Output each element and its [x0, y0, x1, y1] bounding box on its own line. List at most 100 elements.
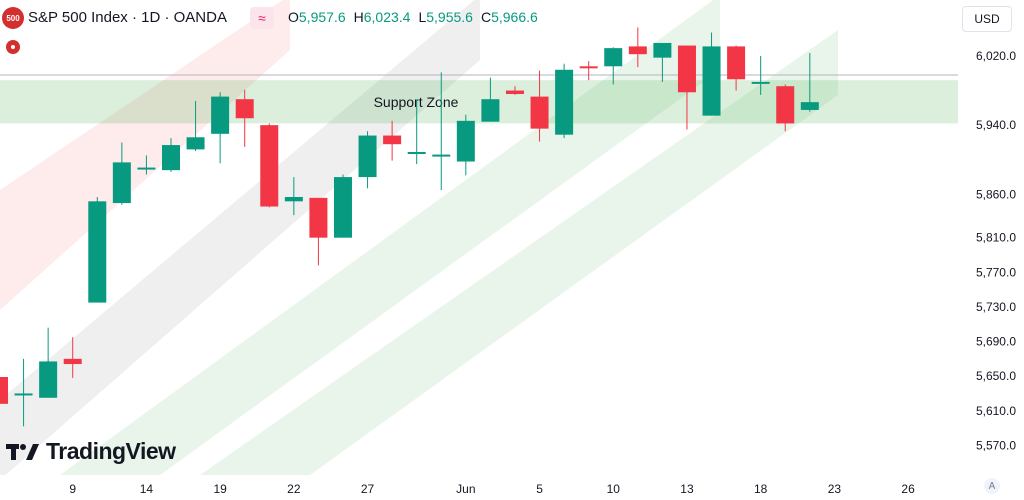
ohlc-close-key: C: [480, 9, 492, 25]
candle: [235, 89, 254, 147]
market-status-icon[interactable]: [6, 40, 20, 54]
candle-body: [530, 96, 549, 129]
ohlc-open-value: 5,957.6: [298, 9, 346, 25]
candle-body: [383, 135, 402, 145]
support-zone: [0, 80, 958, 124]
x-tick-label: Jun: [456, 482, 475, 496]
candle: [333, 174, 352, 238]
candle-body: [260, 125, 279, 207]
x-tick-label: 13: [680, 482, 694, 496]
y-tick-label: 5,650.0: [976, 369, 1016, 383]
candle-body: [432, 154, 451, 157]
x-tick-label: 18: [754, 482, 768, 496]
green-channel-band-1: [60, 0, 720, 475]
candle: [702, 32, 721, 116]
candle-body: [628, 46, 647, 55]
candle-body: [776, 86, 795, 124]
x-tick-label: 5: [536, 482, 543, 496]
candle-body: [505, 90, 524, 95]
candle-body: [284, 196, 303, 202]
ohlc-close-value: 5,966.6: [491, 9, 538, 25]
candle-body: [555, 69, 574, 135]
candle-body: [456, 120, 475, 162]
candles-group: [0, 27, 819, 427]
candle-body: [653, 42, 672, 58]
ohlc-high-value: 6,023.4: [363, 9, 411, 25]
candle-body: [579, 66, 598, 69]
candle: [751, 55, 770, 95]
x-tick-label: 23: [828, 482, 842, 496]
candle-body: [137, 167, 156, 170]
gray-channel-band: [0, 0, 480, 475]
candle: [432, 72, 451, 191]
y-tick-label: 5,610.0: [976, 404, 1016, 418]
candle: [653, 42, 672, 82]
candle: [0, 377, 8, 404]
y-tick-label: 6,020.0: [976, 49, 1016, 63]
candle-body: [751, 81, 770, 84]
candle: [604, 47, 623, 85]
candle: [161, 138, 180, 172]
candle-body: [211, 96, 230, 134]
x-tick-label: 22: [287, 482, 301, 496]
green-channel-band-2: [200, 30, 838, 475]
currency-selector[interactable]: USD: [962, 6, 1012, 32]
wave-icon[interactable]: ≈: [250, 7, 274, 29]
candle: [727, 45, 746, 91]
candle-body: [800, 102, 819, 110]
symbol-badge[interactable]: 500: [2, 7, 24, 29]
candle: [137, 155, 156, 175]
candle: [358, 131, 377, 189]
x-tick-label: 9: [69, 482, 76, 496]
price-axis: 6,020.0 5,940.0 5,860.0 5,810.0 5,770.0 5,730…: [976, 49, 1016, 452]
tradingview-logo-text: TradingView: [46, 438, 176, 464]
x-tick-label: 14: [140, 482, 154, 496]
candle-body: [0, 377, 8, 404]
tradingview-logo[interactable]: TradingView: [6, 438, 176, 465]
candle: [284, 177, 303, 216]
candle-body: [309, 197, 328, 238]
candle-body: [358, 135, 377, 178]
candle-body: [407, 151, 426, 154]
candle: [260, 123, 279, 208]
candle-body: [112, 162, 131, 204]
ohlc-values: O5,957.6 H6,023.4 L5,955.6 C5,966.6: [288, 9, 538, 25]
candle-body: [235, 99, 254, 119]
candle: [579, 61, 598, 81]
x-tick-label: 10: [607, 482, 621, 496]
candle-body: [88, 201, 107, 303]
y-tick-label: 5,570.0: [976, 438, 1016, 452]
candle: [309, 197, 328, 266]
candle: [800, 52, 819, 112]
candle-body: [604, 48, 623, 67]
x-tick-label: 26: [901, 482, 915, 496]
symbol-title[interactable]: S&P 500 Index · 1D · OANDA: [28, 9, 227, 26]
candle-body: [186, 137, 205, 150]
candle: [88, 196, 107, 303]
candle-body: [39, 361, 58, 398]
red-channel-band: [0, 0, 290, 310]
y-tick-label: 5,690.0: [976, 335, 1016, 349]
candle-body: [161, 145, 180, 171]
auto-scale-button[interactable]: A: [984, 478, 1000, 494]
candle-body: [727, 46, 746, 80]
y-tick-label: 5,770.0: [976, 265, 1016, 279]
candle: [14, 358, 33, 427]
candle-body: [333, 177, 352, 238]
ohlc-low-key: L: [418, 9, 427, 25]
y-tick-label: 5,730.0: [976, 300, 1016, 314]
candle-body: [14, 393, 33, 396]
candle-body: [702, 46, 721, 116]
x-tick-label: 19: [213, 482, 227, 496]
candle: [63, 337, 82, 378]
candle: [505, 86, 524, 95]
y-tick-label: 5,940.0: [976, 118, 1016, 132]
candle: [39, 327, 58, 398]
candle: [211, 92, 230, 164]
candle: [186, 100, 205, 152]
candle: [776, 84, 795, 132]
y-tick-label: 5,860.0: [976, 187, 1016, 201]
candle: [530, 70, 549, 142]
candle: [481, 77, 500, 122]
candle: [555, 63, 574, 139]
